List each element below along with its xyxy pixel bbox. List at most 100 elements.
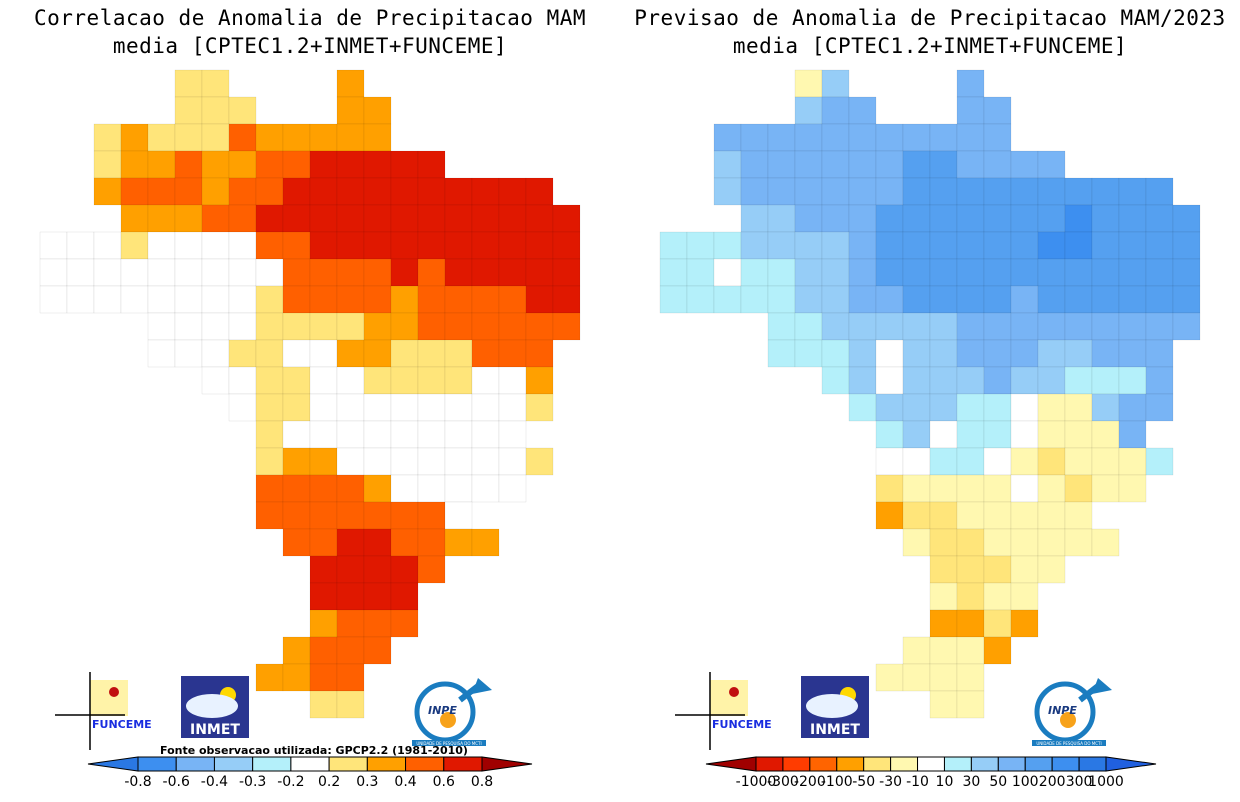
map-cell [363, 177, 392, 206]
map-cell [794, 96, 823, 125]
map-cell [336, 69, 365, 98]
map-cell [1064, 501, 1093, 530]
cloud-icon [806, 694, 858, 718]
map-cell [147, 231, 176, 260]
map-cell [983, 609, 1012, 638]
map-cell [794, 123, 823, 152]
map-cell [444, 339, 473, 368]
map-cell [1172, 285, 1201, 314]
map-cell [336, 474, 365, 503]
forecast-colorbar-color-box [970, 756, 999, 772]
map-cell [902, 636, 931, 665]
map-cell [309, 393, 338, 422]
map-cell [309, 366, 338, 395]
funceme-square [710, 680, 748, 716]
correlation-colorbar-color-box [252, 756, 292, 772]
map-cell [417, 501, 446, 530]
map-cell [713, 177, 742, 206]
map-cell [983, 123, 1012, 152]
map-cell [174, 285, 203, 314]
map-cell [1118, 420, 1147, 449]
map-cell [336, 96, 365, 125]
map-cell [228, 258, 257, 287]
map-cell [1010, 204, 1039, 233]
map-cell [255, 663, 284, 692]
forecast-colorbar-tick-label: 200 [1039, 774, 1066, 790]
map-cell [309, 285, 338, 314]
map-cell [1010, 528, 1039, 557]
map-cell [902, 204, 931, 233]
map-cell [336, 366, 365, 395]
map-cell [983, 582, 1012, 611]
correlation-colorbar-over-triangle [481, 756, 533, 772]
map-cell [902, 123, 931, 152]
map-cell [1037, 474, 1066, 503]
map-cell [956, 501, 985, 530]
map-cell [228, 231, 257, 260]
map-cell [821, 150, 850, 179]
map-cell [336, 204, 365, 233]
map-cell [1118, 258, 1147, 287]
map-cell [848, 339, 877, 368]
map-cell [201, 96, 230, 125]
map-cell [1037, 339, 1066, 368]
map-cell [390, 285, 419, 314]
map-cell [794, 150, 823, 179]
map-cell [120, 150, 149, 179]
inpe-text: INPE [1048, 704, 1077, 717]
map-cell [390, 420, 419, 449]
map-cell [929, 123, 958, 152]
map-cell [848, 258, 877, 287]
map-cell [848, 285, 877, 314]
map-cell [929, 609, 958, 638]
map-cell [309, 312, 338, 341]
map-cell [552, 231, 581, 260]
map-cell [875, 447, 904, 476]
map-cell [228, 204, 257, 233]
map-cell [1145, 312, 1174, 341]
map-cell [417, 447, 446, 476]
map-cell [309, 150, 338, 179]
map-cell [659, 231, 688, 260]
map-cell [201, 123, 230, 152]
map-cell [983, 204, 1012, 233]
forecast-colorbar-color-box [836, 756, 865, 772]
correlation-colorbar-tick-label: -0.4 [201, 774, 228, 790]
map-cell [1064, 231, 1093, 260]
forecast-colorbar-tick-label: 50 [989, 774, 1007, 790]
map-cell [255, 420, 284, 449]
map-cell [201, 177, 230, 206]
map-cell [309, 231, 338, 260]
forecast-colorbar-tick-label: 100 [1012, 774, 1039, 790]
map-cell [498, 474, 527, 503]
map-cell [363, 150, 392, 179]
map-cell [740, 177, 769, 206]
map-cell [1064, 474, 1093, 503]
map-cell [390, 231, 419, 260]
map-cell [929, 312, 958, 341]
map-cell [848, 204, 877, 233]
map-cell [525, 204, 554, 233]
inpe-orange-dot [1060, 712, 1076, 728]
map-cell [659, 258, 688, 287]
map-cell [390, 366, 419, 395]
map-cell [740, 231, 769, 260]
map-cell [444, 258, 473, 287]
source-note: Fonte observacao utilizada: GPCP2.2 (198… [160, 744, 468, 757]
map-cell [363, 258, 392, 287]
map-cell [821, 285, 850, 314]
map-cell [767, 123, 796, 152]
correlation-colorbar-tick-label: -0.2 [277, 774, 304, 790]
inpe-arrow-head-icon [472, 678, 492, 694]
forecast-colorbar-color-box [755, 756, 784, 772]
map-cell [255, 393, 284, 422]
map-cell [956, 366, 985, 395]
map-cell [201, 231, 230, 260]
map-cell [390, 474, 419, 503]
map-cell [686, 258, 715, 287]
map-cell [336, 231, 365, 260]
map-cell [282, 447, 311, 476]
map-cell [983, 312, 1012, 341]
map-cell [363, 420, 392, 449]
map-cell [848, 366, 877, 395]
